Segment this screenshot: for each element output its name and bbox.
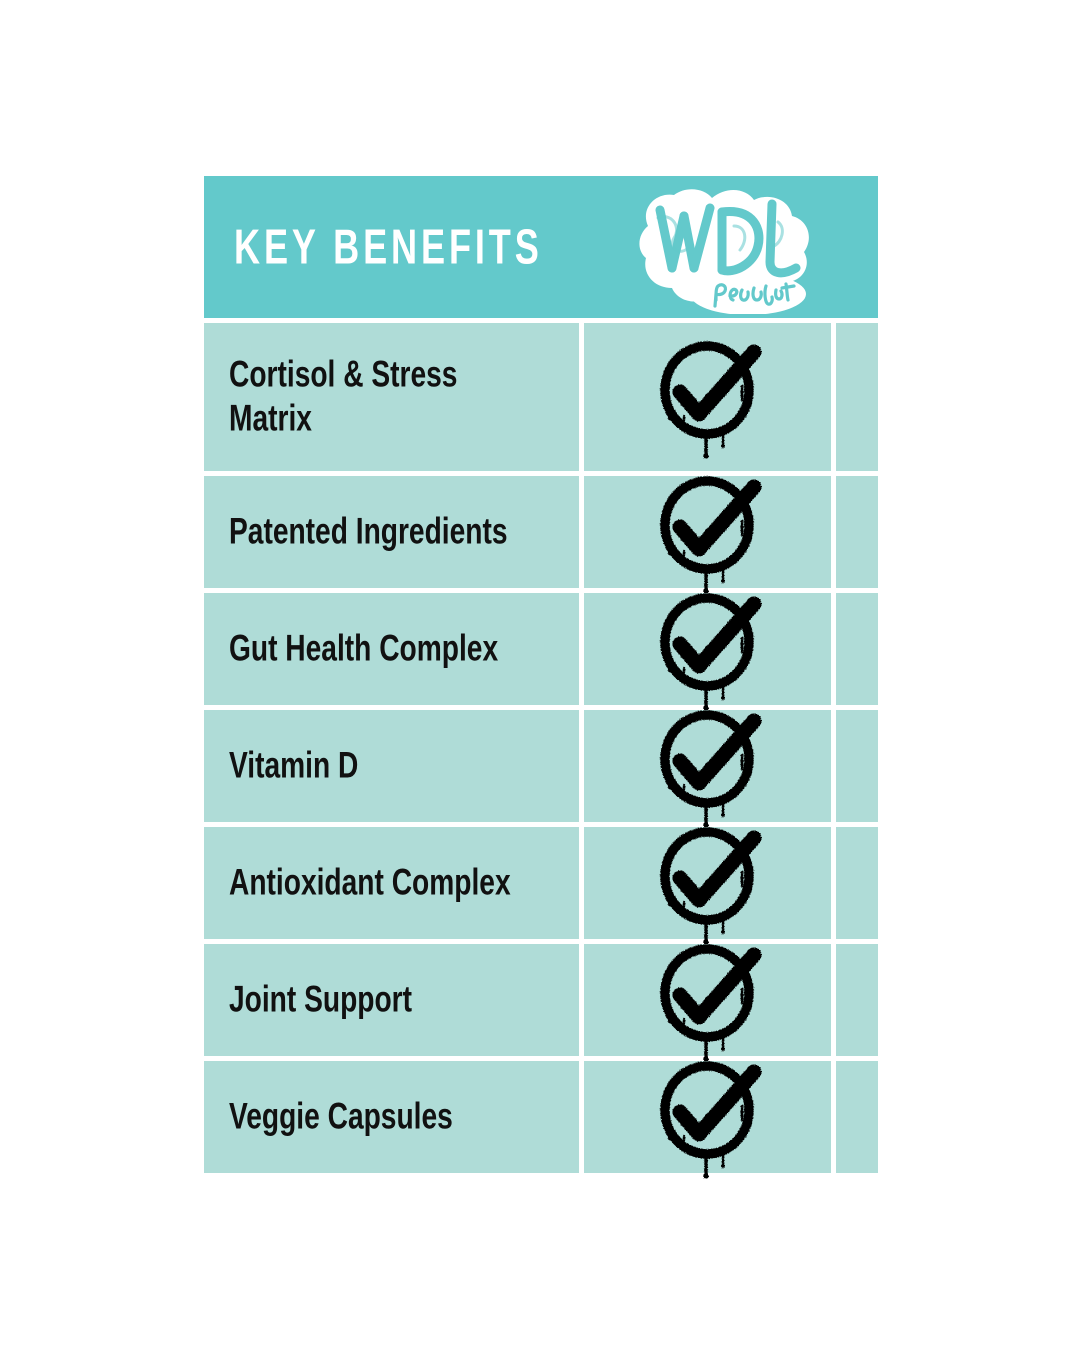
benefit-spacer-cell [836, 323, 878, 471]
benefit-label: Veggie Capsules [229, 1095, 453, 1137]
benefit-spacer-cell [836, 592, 878, 705]
benefit-label-cell: Patented Ingredients [204, 475, 579, 588]
spray-check-circle-icon [654, 334, 762, 460]
benefit-included-cell [584, 323, 831, 471]
spray-check-circle-icon [654, 937, 762, 1063]
table-row: Antioxidant Complex [204, 826, 878, 945]
benefit-spacer-cell [836, 475, 878, 588]
benefit-label-cell: Gut Health Complex [204, 592, 579, 705]
benefit-label: Antioxidant Complex [229, 861, 511, 903]
benefit-included-cell [584, 943, 831, 1062]
benefit-spacer-cell [836, 1060, 878, 1173]
benefit-label-cell: Veggie Capsules [204, 1060, 579, 1173]
wdl-project-logo [630, 182, 820, 314]
benefit-spacer-cell [836, 943, 878, 1056]
table-row: Gut Health Complex [204, 592, 878, 711]
table-body: Cortisol & Stress Matrix [204, 318, 878, 1179]
table-row: Cortisol & Stress Matrix [204, 323, 878, 471]
benefit-spacer-cell [836, 826, 878, 939]
benefit-included-cell [584, 475, 831, 594]
spray-check-circle-icon [654, 703, 762, 829]
table-row: Vitamin D [204, 709, 878, 828]
spray-check-circle-icon [654, 820, 762, 946]
page-title: KEY BENEFITS [234, 218, 543, 275]
spray-check-circle-icon [654, 469, 762, 595]
benefit-label-cell: Antioxidant Complex [204, 826, 579, 939]
benefit-included-cell [584, 826, 831, 945]
benefit-label: Gut Health Complex [229, 626, 499, 669]
spray-check-circle-icon [654, 586, 762, 712]
benefit-spacer-cell [836, 709, 878, 822]
benefit-label: Cortisol & Stress Matrix [229, 353, 458, 439]
benefit-label: Patented Ingredients [229, 509, 508, 552]
benefit-included-cell [584, 709, 831, 828]
benefit-label-cell: Vitamin D [204, 709, 579, 822]
key-benefits-table: KEY BENEFITS [204, 176, 878, 1179]
benefit-label-cell: Joint Support [204, 943, 579, 1056]
benefit-label: Joint Support [229, 978, 413, 1020]
benefit-included-cell [584, 1060, 831, 1179]
table-row: Patented Ingredients [204, 475, 878, 594]
benefit-label: Vitamin D [229, 744, 359, 786]
spray-check-circle-icon [654, 1054, 762, 1180]
table-row: Joint Support [204, 943, 878, 1062]
table-header: KEY BENEFITS [204, 176, 878, 318]
benefit-included-cell [584, 592, 831, 711]
table-row: Veggie Capsules [204, 1060, 878, 1179]
benefit-label-cell: Cortisol & Stress Matrix [204, 323, 579, 471]
